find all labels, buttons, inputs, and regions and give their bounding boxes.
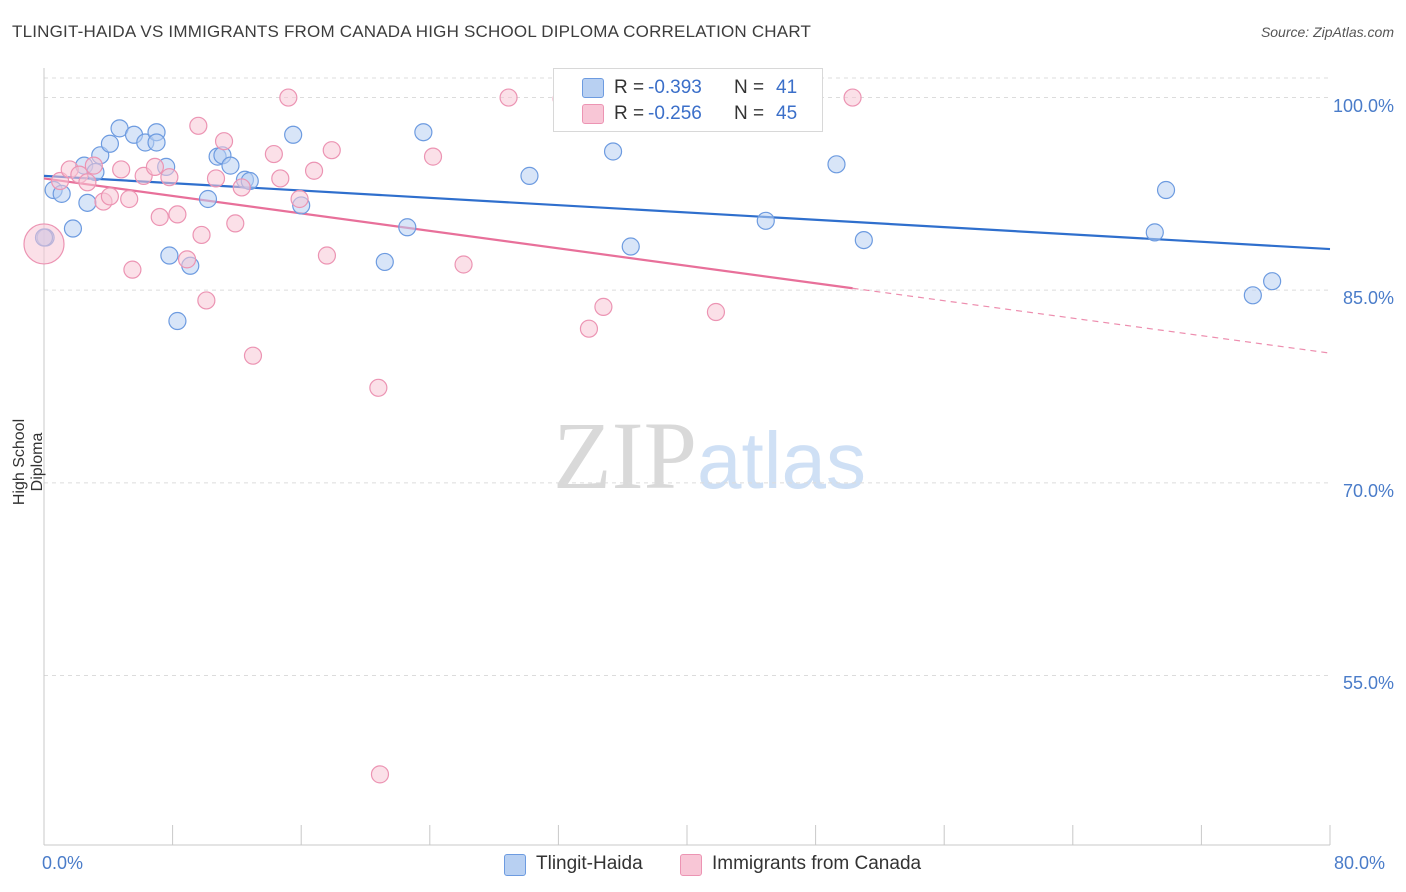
- data-point: [112, 160, 131, 179]
- data-point: [189, 116, 208, 135]
- data-point: [756, 211, 775, 230]
- data-point: [271, 169, 290, 188]
- data-point: [177, 250, 197, 269]
- y-tick-label: 55.0%: [1342, 673, 1394, 694]
- watermark-zip: ZIP: [553, 402, 697, 509]
- y-axis-title: High School Diploma: [11, 418, 46, 506]
- watermark: ZIPatlas: [553, 400, 866, 511]
- data-point: [499, 88, 518, 107]
- y-tick-label: 100.0%: [1332, 95, 1394, 116]
- data-point: [621, 237, 640, 256]
- data-point: [706, 302, 726, 322]
- data-point: [414, 123, 433, 142]
- legend-n-label: N =: [734, 77, 765, 98]
- data-point: [375, 252, 394, 272]
- legend-swatch-pink: [680, 854, 702, 876]
- data-point: [192, 225, 211, 245]
- data-point: [214, 132, 234, 151]
- data-point: [221, 156, 240, 175]
- y-tick-label: 70.0%: [1342, 480, 1394, 501]
- x-tick-label-max: 80.0%: [1334, 853, 1386, 873]
- data-point: [123, 260, 142, 279]
- data-point: [147, 133, 166, 152]
- chart-title: TLINGIT-HAIDA VS IMMIGRANTS FROM CANADA …: [12, 22, 812, 41]
- data-points: [23, 88, 1282, 784]
- data-point: [168, 205, 187, 224]
- axes: [43, 68, 1331, 846]
- data-point: [603, 142, 623, 161]
- stats-legend: R = -0.393 N = 41 R = -0.256 N = 45: [553, 68, 823, 132]
- data-point: [520, 166, 539, 185]
- data-point: [854, 230, 873, 250]
- y-tick-label: 85.0%: [1342, 288, 1394, 309]
- trend-line-extension: [852, 287, 1331, 354]
- data-point: [78, 173, 97, 192]
- legend-r-label: R =: [614, 103, 645, 124]
- source-label: Source: ZipAtlas.com: [1260, 24, 1394, 40]
- data-point: [198, 189, 218, 209]
- data-point: [317, 246, 337, 265]
- data-point: [63, 219, 83, 238]
- data-point: [206, 169, 226, 188]
- data-point: [160, 168, 179, 187]
- data-point: [1156, 180, 1176, 200]
- legend-label: Immigrants from Canada: [712, 853, 922, 874]
- data-point: [100, 134, 120, 153]
- legend-n-value: 41: [776, 77, 798, 98]
- legend-n-value: 45: [776, 103, 798, 124]
- data-point: [827, 155, 846, 174]
- data-point: [78, 193, 97, 212]
- data-point: [279, 88, 298, 107]
- legend-swatch-pink: [582, 104, 604, 124]
- data-point: [1145, 223, 1164, 242]
- data-point: [290, 189, 309, 209]
- data-point: [264, 144, 283, 164]
- data-point: [843, 88, 862, 107]
- data-point: [398, 218, 417, 237]
- trend-line: [43, 174, 1331, 251]
- trend-line: [43, 177, 853, 290]
- legend-swatch-blue: [504, 854, 526, 876]
- data-point: [322, 141, 341, 160]
- data-point: [304, 161, 324, 180]
- legend-label: Tlingit-Haida: [536, 853, 643, 874]
- data-point: [370, 765, 390, 784]
- data-point: [168, 311, 187, 331]
- legend-r-value: -0.393: [648, 77, 702, 98]
- data-point: [454, 255, 473, 274]
- data-point: [145, 157, 165, 176]
- data-point: [226, 214, 245, 233]
- legend-r-value: -0.256: [648, 103, 702, 124]
- data-point: [150, 207, 169, 227]
- legend-n-label: N =: [734, 103, 765, 124]
- x-tick-label-min: 0.0%: [42, 853, 84, 873]
- data-point: [1243, 286, 1262, 305]
- data-point: [84, 156, 103, 175]
- data-point: [160, 246, 179, 265]
- data-point: [197, 291, 216, 310]
- data-point: [100, 187, 120, 206]
- legend-swatch-blue: [582, 78, 604, 98]
- data-point: [120, 189, 139, 209]
- trend-lines: [43, 174, 1331, 354]
- data-point: [243, 346, 263, 365]
- legend-r-label: R =: [614, 77, 645, 98]
- data-point: [579, 319, 599, 338]
- data-point: [284, 125, 303, 144]
- data-point: [232, 178, 251, 197]
- watermark-atlas: atlas: [697, 416, 866, 505]
- data-point: [23, 223, 65, 265]
- data-point: [1263, 272, 1282, 291]
- data-point: [369, 378, 388, 397]
- data-point: [423, 147, 443, 166]
- data-point: [594, 297, 613, 316]
